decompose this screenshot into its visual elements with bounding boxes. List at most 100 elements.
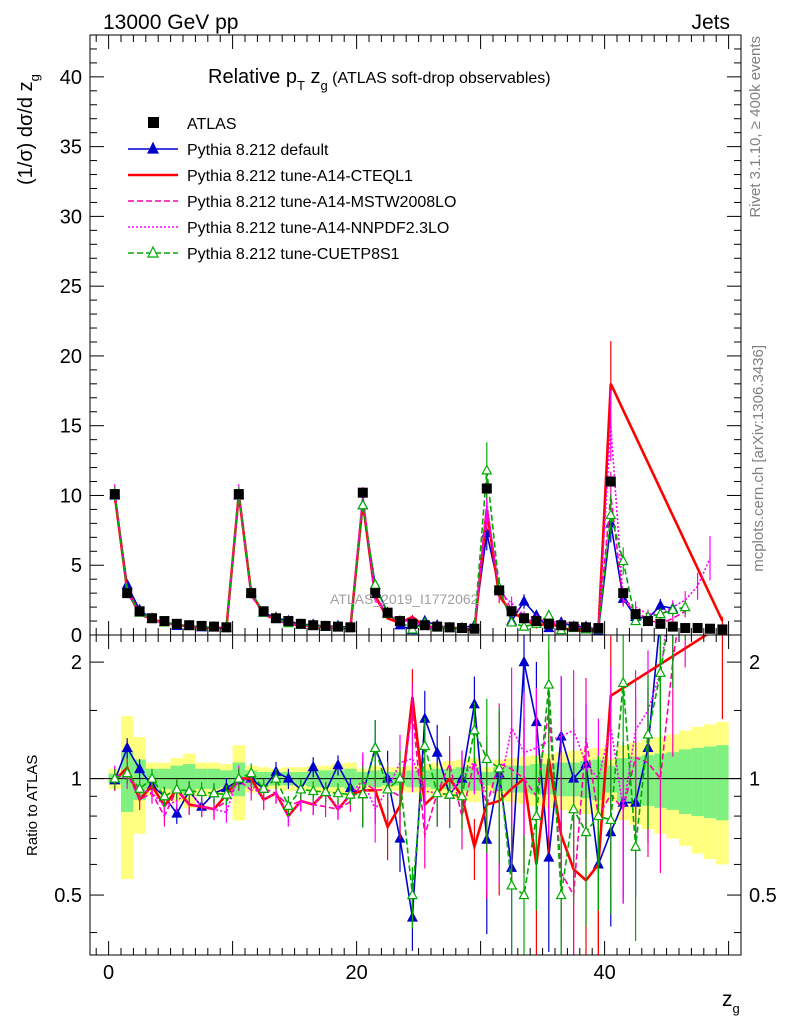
marker [605,508,617,520]
ratio-frame [89,634,742,956]
ratio-marker [258,782,270,793]
legend-marker [148,117,159,128]
top-plot-area [109,341,728,635]
ratio-marker [642,728,654,739]
ratio-marker [382,783,394,794]
legend-item: Pythia 8.212 tune-A14-CTEQL1 [128,168,413,185]
ratio-marker [183,784,195,796]
atlas-point [320,620,331,631]
header-jets-label: Jets [691,11,730,34]
legend-item: Pythia 8.212 default [128,141,329,159]
ratio-marker [282,799,294,810]
ratio-marker [580,825,592,837]
atlas-point [246,588,257,599]
atlas-point [271,613,281,624]
atlas-point [407,618,418,629]
atlas-point [184,620,195,631]
ratio-marker [109,772,121,783]
legend-label: Pythia 8.212 default [187,142,329,159]
ratio-marker [320,785,332,797]
ratio-marker [605,813,617,825]
atlas-point [717,624,728,635]
atlas-point [432,621,443,632]
ratio-marker [208,786,220,798]
atlas-point [457,623,467,634]
ratio-marker [617,676,629,688]
ratio-marker [592,809,604,821]
atlas-point [568,621,579,632]
atlas-point [370,588,381,599]
legend: ATLAS Pythia 8.212 default Pythia 8.212 tu… [128,116,456,263]
marker [667,603,679,614]
ratio-tick-label-right: 1 [749,769,760,791]
ratio-marker [344,788,356,799]
atlas-point [209,621,219,632]
ratio-marker [654,666,666,678]
ratio-marker [555,888,567,900]
atlas-point [556,620,567,631]
top-panel: 0 5 10 15 20 25 30 35 40 [60,34,742,647]
mcplots-label: mcplots.cern.ch [arXiv:1306.3436] [750,345,767,572]
atlas-point [469,623,480,634]
ratio-marker [543,678,555,689]
atlas-point [122,588,133,599]
atlas-point [667,621,678,632]
x-tick-label: 20 [345,962,367,984]
legend-item: Pythia 8.212 tune-CUETP8S1 [128,245,400,263]
ratio-line [114,635,660,918]
y-tick-label: 30 [60,206,82,228]
atlas-point [519,613,529,624]
y-tick-label: 10 [60,485,82,507]
atlas-point [705,623,715,634]
ratio-marker [456,790,468,801]
legend-marker [147,141,159,154]
ratio-marker [196,785,208,797]
atlas-point [382,607,393,618]
ratio-marker [444,788,456,799]
legend-item: ATLAS [148,116,237,133]
atlas-point [581,622,591,633]
legend-label: Pythia 8.212 tune-CUETP8S1 [187,246,400,263]
atlas-point [109,489,120,500]
ratio-marker [406,888,418,900]
atlas-point [605,476,616,487]
atlas-point [531,616,542,627]
legend-label: ATLAS [187,116,237,133]
atlas-point [357,487,368,498]
atlas-point [655,618,666,629]
header-energy-label: 13000 GeV pp [103,11,238,34]
ratio-marker [146,772,158,783]
ratio-marker [282,772,294,783]
ratio-tick-label: 2 [71,652,82,674]
legend-label: Pythia 8.212 tune-A14-CTEQL1 [187,168,413,185]
atlas-point [308,620,319,631]
ratio-marker [568,802,580,814]
ratio-marker [233,772,245,783]
ratio-marker [518,655,530,667]
marker [543,609,555,620]
ratio-marker [468,723,480,735]
series-line [114,495,673,632]
atlas-point [134,606,145,617]
ratio-series-4 [109,635,686,955]
marker [357,498,369,510]
band-green [716,745,729,821]
ratio-marker [518,888,530,900]
legend-marker [147,245,159,258]
ratio-line [113,635,709,883]
ratio-marker [481,752,493,764]
ratio-tick-label: 1 [71,769,82,791]
ratio-marker [369,741,381,753]
ratio-tick-label-right: 2 [749,652,760,674]
atlas-point [419,620,430,631]
x-axis-label: zg [722,988,740,1016]
x-tick-label: 0 [103,962,114,984]
band-green [183,764,196,795]
atlas-point [196,620,207,631]
ratio-plot-area [90,635,741,955]
ratio-tick-label: 0.5 [54,885,82,907]
legend-item: Pythia 8.212 tune-A14-NNPDF2.3LO [128,220,449,237]
ratio-marker [506,879,518,890]
watermark-label: ATLAS_2019_I1772062 [330,591,479,607]
atlas-point [618,588,629,599]
